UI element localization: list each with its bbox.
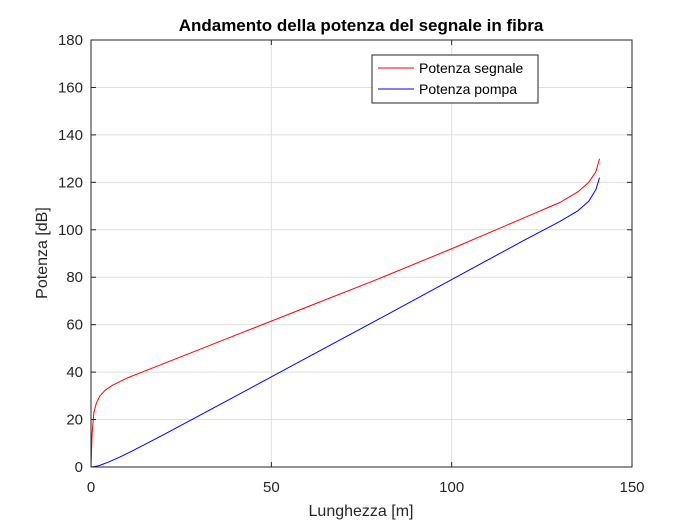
y-tick-label: 160 <box>58 79 83 96</box>
y-tick-label: 80 <box>66 269 83 286</box>
y-tick-label: 40 <box>66 364 83 381</box>
y-tick-label: 120 <box>58 174 83 191</box>
x-tick-label: 100 <box>439 479 464 496</box>
series-lines <box>90 158 601 468</box>
y-tick-label: 180 <box>58 32 83 49</box>
legend: Potenza segnale Potenza pompa <box>371 54 539 104</box>
legend-label-2: Potenza pompa <box>419 81 517 97</box>
y-tick-label: 140 <box>58 127 83 144</box>
x-tick-label: 50 <box>263 479 280 496</box>
y-tick-label: 0 <box>75 459 83 476</box>
axis-ticks: 0 50 100 150 0 20 40 60 80 100 120 140 160 180 <box>58 32 645 496</box>
grid-lines <box>91 40 632 467</box>
series-line-1 <box>90 158 601 468</box>
legend-box <box>371 54 539 104</box>
plot-area-border <box>90 39 633 468</box>
y-tick-label: 20 <box>66 412 83 429</box>
x-tick-label: 0 <box>87 479 95 496</box>
series-line-2 <box>90 177 601 468</box>
plot-area-background <box>91 40 632 467</box>
chart-title: Andamento della potenza del segnale in f… <box>179 16 544 35</box>
y-tick-label: 100 <box>58 222 83 239</box>
x-axis-label: Lunghezza [m] <box>309 503 414 520</box>
legend-label-1: Potenza segnale <box>419 60 524 76</box>
x-tick-label: 150 <box>619 479 644 496</box>
y-tick-label: 60 <box>66 317 83 334</box>
y-axis-label: Potenza [dB] <box>34 207 51 299</box>
